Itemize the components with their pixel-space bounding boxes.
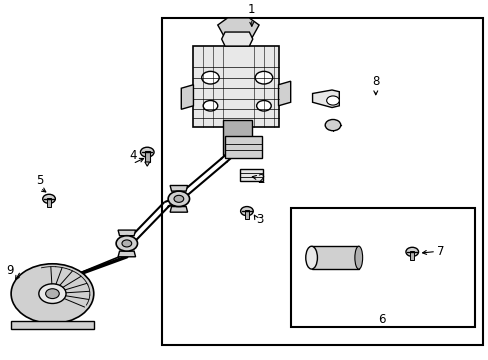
Text: 4: 4 xyxy=(129,149,136,162)
Circle shape xyxy=(222,36,232,42)
Polygon shape xyxy=(221,32,252,46)
Text: 2: 2 xyxy=(256,173,264,186)
Circle shape xyxy=(405,247,418,256)
Circle shape xyxy=(168,191,189,207)
Polygon shape xyxy=(312,90,339,108)
Polygon shape xyxy=(118,251,135,257)
Circle shape xyxy=(45,289,59,298)
Polygon shape xyxy=(118,230,135,236)
Bar xyxy=(162,18,482,345)
Circle shape xyxy=(11,264,94,324)
Text: 5: 5 xyxy=(37,174,44,186)
Bar xyxy=(193,46,278,127)
Polygon shape xyxy=(217,18,259,42)
Circle shape xyxy=(39,284,66,303)
Text: 1: 1 xyxy=(247,3,255,16)
Circle shape xyxy=(256,100,271,111)
Circle shape xyxy=(326,96,339,105)
Bar xyxy=(290,208,474,327)
Bar xyxy=(47,198,51,207)
Circle shape xyxy=(240,207,253,216)
Circle shape xyxy=(242,36,251,42)
Bar xyxy=(224,136,261,158)
Bar xyxy=(144,152,149,162)
Ellipse shape xyxy=(354,246,362,269)
Circle shape xyxy=(122,240,131,247)
Circle shape xyxy=(116,236,137,251)
Text: 9: 9 xyxy=(6,264,14,277)
Bar xyxy=(222,120,251,155)
Bar xyxy=(311,246,358,269)
Polygon shape xyxy=(170,185,187,191)
Polygon shape xyxy=(170,207,187,212)
Polygon shape xyxy=(278,81,290,106)
Circle shape xyxy=(42,194,55,203)
Circle shape xyxy=(174,195,183,202)
Bar xyxy=(244,211,248,219)
Ellipse shape xyxy=(305,246,317,269)
Polygon shape xyxy=(181,85,193,109)
Circle shape xyxy=(201,71,219,84)
Circle shape xyxy=(140,147,154,157)
Circle shape xyxy=(255,71,272,84)
Circle shape xyxy=(325,120,340,131)
Text: 7: 7 xyxy=(436,245,443,258)
Bar xyxy=(409,251,413,260)
Circle shape xyxy=(203,100,217,111)
Text: 3: 3 xyxy=(256,213,264,226)
Text: 8: 8 xyxy=(371,75,379,88)
Polygon shape xyxy=(144,162,149,166)
Text: 6: 6 xyxy=(377,313,385,326)
Bar xyxy=(11,321,94,329)
Bar xyxy=(239,169,263,181)
